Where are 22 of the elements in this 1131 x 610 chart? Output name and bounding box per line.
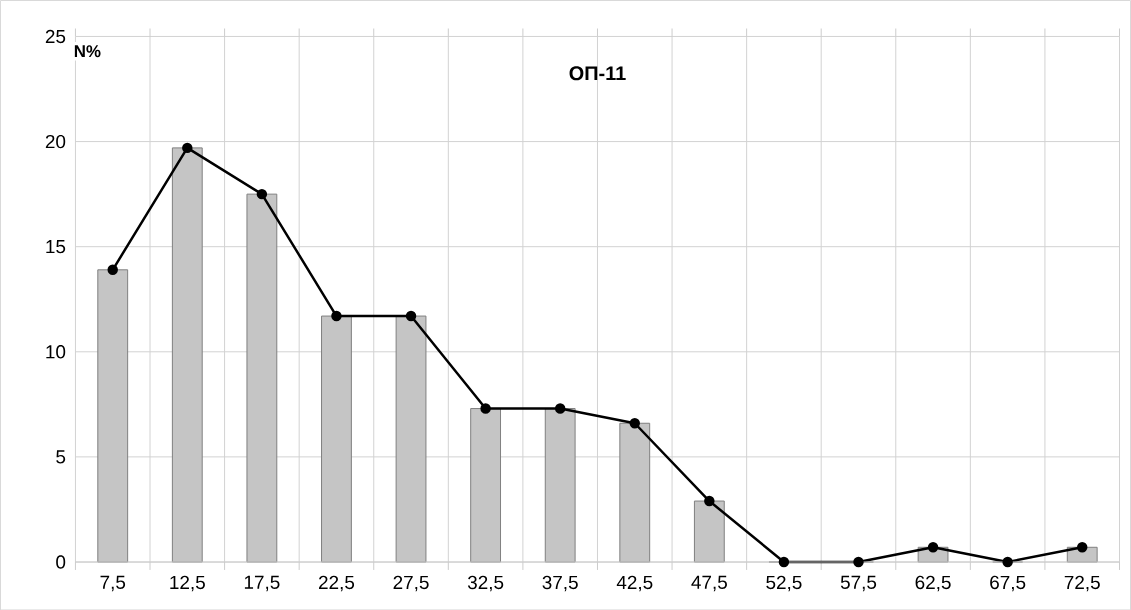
x-tick-label: 22,5 <box>319 575 355 592</box>
x-tick-label: 7,5 <box>100 575 126 591</box>
x-tick-label: 17,5 <box>244 575 280 591</box>
y-tick-label: 5 <box>56 450 66 464</box>
x-tick-label: 47,5 <box>691 575 727 591</box>
y-tick-label: 25 <box>45 29 66 43</box>
x-tick-label: 52,5 <box>766 575 802 592</box>
x-tick-label: 57,5 <box>840 575 877 591</box>
x-tick-label: 27,5 <box>393 575 429 592</box>
y-tick-label: 15 <box>46 239 66 254</box>
x-tick-label: 12,5 <box>170 575 205 592</box>
y-tick-label: 10 <box>46 344 66 359</box>
x-tick-label: 32,5 <box>467 575 504 592</box>
x-tick-label: 62,5 <box>915 575 951 592</box>
y-tick-label: 0 <box>56 555 66 569</box>
x-tick-label: 37,5 <box>542 575 578 592</box>
x-tick-label: 67,5 <box>990 575 1026 592</box>
x-tick-label: 42,5 <box>616 575 653 592</box>
text: ОП-11 <box>569 66 626 81</box>
x-tick-label: 72,5 <box>1064 575 1100 592</box>
y-tick-label: 20 <box>45 134 66 149</box>
y-axis-title: N% <box>74 45 101 57</box>
